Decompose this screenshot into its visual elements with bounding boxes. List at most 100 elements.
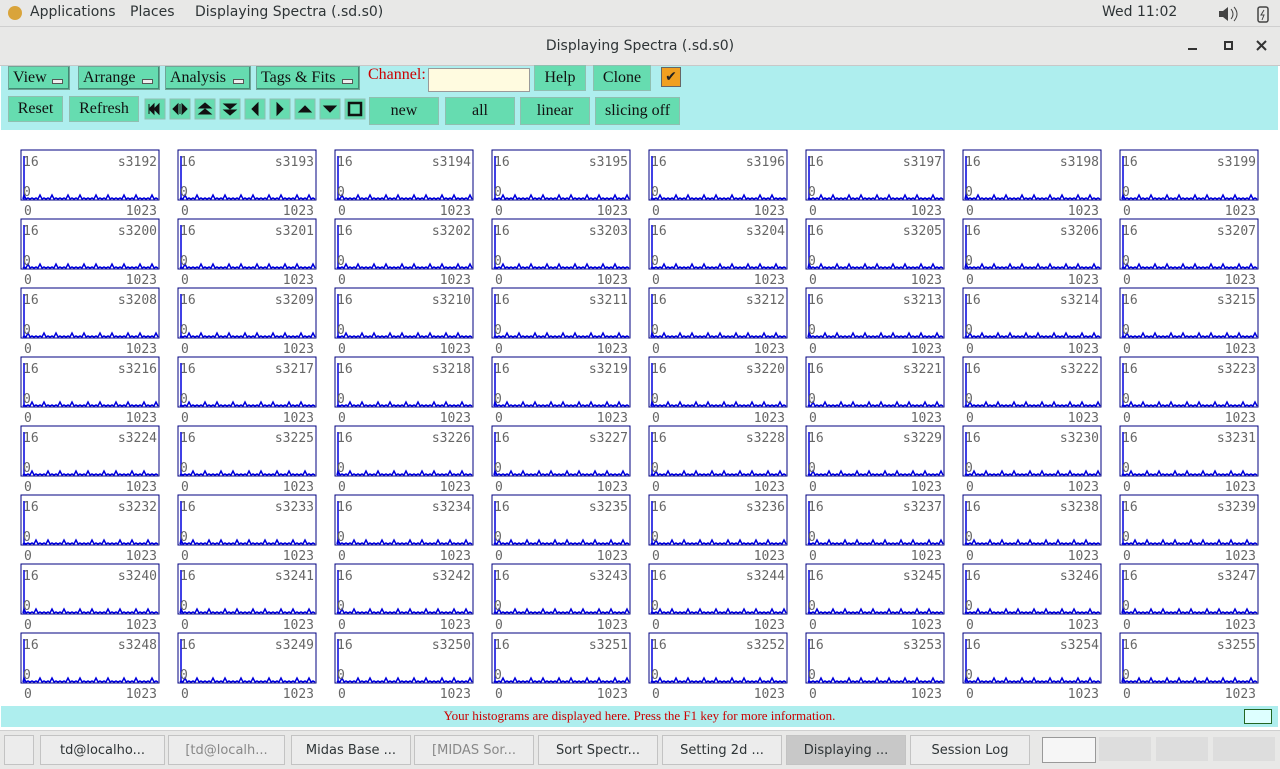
- spectrum-panel[interactable]: 16 s3234 0 0 1023: [334, 494, 474, 564]
- task-button[interactable]: [td@localh...: [168, 735, 285, 765]
- spectrum-panel[interactable]: 16 s3236 0 0 1023: [648, 494, 788, 564]
- spectrum-panel[interactable]: 16 s3247 0 0 1023: [1119, 563, 1259, 633]
- menu-button[interactable]: Analysis: [165, 66, 251, 90]
- spectrum-panel[interactable]: 16 s3233 0 0 1023: [177, 494, 317, 564]
- spectrum-panel[interactable]: 16 s3221 0 0 1023: [805, 356, 945, 426]
- close-button[interactable]: [1256, 40, 1267, 51]
- spectrum-panel[interactable]: 16 s3212 0 0 1023: [648, 287, 788, 357]
- task-button[interactable]: Session Log: [910, 735, 1030, 765]
- spectrum-panel[interactable]: 16 s3222 0 0 1023: [962, 356, 1102, 426]
- spectrum-panel[interactable]: 16 s3238 0 0 1023: [962, 494, 1102, 564]
- spectrum-panel[interactable]: 16 s3204 0 0 1023: [648, 218, 788, 288]
- spectrum-panel[interactable]: 16 s3194 0 0 1023: [334, 149, 474, 219]
- spectrum-panel[interactable]: 16 s3197 0 0 1023: [805, 149, 945, 219]
- task-button[interactable]: Midas Base ...: [291, 735, 411, 765]
- spectrum-panel[interactable]: 16 s3200 0 0 1023: [20, 218, 160, 288]
- spectrum-panel[interactable]: 16 s3199 0 0 1023: [1119, 149, 1259, 219]
- spectrum-panel[interactable]: 16 s3217 0 0 1023: [177, 356, 317, 426]
- button[interactable]: all: [445, 97, 515, 125]
- workspace-1[interactable]: [1042, 737, 1096, 763]
- spectrum-panel[interactable]: 16 s3249 0 0 1023: [177, 632, 317, 702]
- menu-button[interactable]: View: [8, 66, 70, 90]
- task-button[interactable]: [MIDAS Sor...: [414, 735, 534, 765]
- spectrum-panel[interactable]: 16 s3196 0 0 1023: [648, 149, 788, 219]
- spectrum-panel[interactable]: 16 s3245 0 0 1023: [805, 563, 945, 633]
- spectrum-panel[interactable]: 16 s3239 0 0 1023: [1119, 494, 1259, 564]
- spectrum-panel[interactable]: 16 s3208 0 0 1023: [20, 287, 160, 357]
- spectrum-panel[interactable]: 16 s3203 0 0 1023: [491, 218, 631, 288]
- spectrum-panel[interactable]: 16 s3232 0 0 1023: [20, 494, 160, 564]
- spectrum-panel[interactable]: 16 s3205 0 0 1023: [805, 218, 945, 288]
- spectrum-panel[interactable]: 16 s3250 0 0 1023: [334, 632, 474, 702]
- task-button[interactable]: Displaying ...: [786, 735, 906, 765]
- spectrum-panel[interactable]: 16 s3255 0 0 1023: [1119, 632, 1259, 702]
- checkbox[interactable]: ✔: [661, 67, 681, 87]
- menu-button[interactable]: Tags & Fits: [256, 66, 360, 90]
- spectrum-panel[interactable]: 16 s3253 0 0 1023: [805, 632, 945, 702]
- task-button[interactable]: Setting 2d ...: [662, 735, 782, 765]
- spectrum-panel[interactable]: 16 s3207 0 0 1023: [1119, 218, 1259, 288]
- spectrum-panel[interactable]: 16 s3198 0 0 1023: [962, 149, 1102, 219]
- spectrum-panel[interactable]: 16 s3220 0 0 1023: [648, 356, 788, 426]
- task-button[interactable]: td@localho...: [40, 735, 165, 765]
- spectrum-panel[interactable]: 16 s3216 0 0 1023: [20, 356, 160, 426]
- spectrum-panel[interactable]: 16 s3226 0 0 1023: [334, 425, 474, 495]
- top-menu[interactable]: Displaying Spectra (.sd.s0): [195, 4, 384, 20]
- menu-button[interactable]: Arrange: [78, 66, 160, 90]
- button[interactable]: Help: [534, 65, 586, 91]
- spectrum-panel[interactable]: 16 s3211 0 0 1023: [491, 287, 631, 357]
- spectrum-panel[interactable]: 16 s3228 0 0 1023: [648, 425, 788, 495]
- spectrum-panel[interactable]: 16 s3224 0 0 1023: [20, 425, 160, 495]
- maximize-button[interactable]: [1224, 41, 1233, 50]
- spectrum-panel[interactable]: 16 s3215 0 0 1023: [1119, 287, 1259, 357]
- workspace-4[interactable]: [1213, 737, 1275, 761]
- button[interactable]: linear: [520, 97, 590, 125]
- spectrum-panel[interactable]: 16 s3235 0 0 1023: [491, 494, 631, 564]
- spectrum-panel[interactable]: 16 s3213 0 0 1023: [805, 287, 945, 357]
- spectrum-panel[interactable]: 16 s3237 0 0 1023: [805, 494, 945, 564]
- spectrum-panel[interactable]: 16 s3251 0 0 1023: [491, 632, 631, 702]
- spectrum-panel[interactable]: 16 s3210 0 0 1023: [334, 287, 474, 357]
- button[interactable]: Clone: [593, 65, 651, 91]
- spectrum-panel[interactable]: 16 s3248 0 0 1023: [20, 632, 160, 702]
- button[interactable]: Reset: [8, 96, 63, 122]
- spectrum-panel[interactable]: 16 s3201 0 0 1023: [177, 218, 317, 288]
- spectrum-panel[interactable]: 16 s3229 0 0 1023: [805, 425, 945, 495]
- spectrum-panel[interactable]: 16 s3202 0 0 1023: [334, 218, 474, 288]
- spectrum-panel[interactable]: 16 s3242 0 0 1023: [334, 563, 474, 633]
- task-button[interactable]: Sort Spectr...: [538, 735, 658, 765]
- spectrum-panel[interactable]: 16 s3230 0 0 1023: [962, 425, 1102, 495]
- spectrum-panel[interactable]: 16 s3219 0 0 1023: [491, 356, 631, 426]
- button[interactable]: new: [369, 97, 439, 125]
- spectrum-panel[interactable]: 16 s3254 0 0 1023: [962, 632, 1102, 702]
- clock[interactable]: Wed 11:02: [1102, 4, 1178, 20]
- spectrum-panel[interactable]: 16 s3252 0 0 1023: [648, 632, 788, 702]
- spectrum-panel[interactable]: 16 s3195 0 0 1023: [491, 149, 631, 219]
- status-controls[interactable]: [1244, 709, 1272, 724]
- spectrum-panel[interactable]: 16 s3225 0 0 1023: [177, 425, 317, 495]
- spectrum-panel[interactable]: 16 s3240 0 0 1023: [20, 563, 160, 633]
- spectrum-panel[interactable]: 16 s3206 0 0 1023: [962, 218, 1102, 288]
- spectrum-panel[interactable]: 16 s3231 0 0 1023: [1119, 425, 1259, 495]
- spectrum-panel[interactable]: 16 s3243 0 0 1023: [491, 563, 631, 633]
- top-menu[interactable]: Applications: [30, 4, 116, 20]
- spectrum-panel[interactable]: 16 s3214 0 0 1023: [962, 287, 1102, 357]
- spectrum-panel[interactable]: 16 s3244 0 0 1023: [648, 563, 788, 633]
- spectrum-panel[interactable]: 16 s3218 0 0 1023: [334, 356, 474, 426]
- show-desktop[interactable]: [4, 735, 34, 765]
- workspace-3[interactable]: [1156, 737, 1208, 761]
- workspace-2[interactable]: [1099, 737, 1151, 761]
- spectrum-panel[interactable]: 16 s3246 0 0 1023: [962, 563, 1102, 633]
- button[interactable]: Refresh: [69, 96, 139, 122]
- minimize-button[interactable]: [1188, 48, 1197, 50]
- spectrum-panel[interactable]: 16 s3223 0 0 1023: [1119, 356, 1259, 426]
- top-menu[interactable]: Places: [130, 4, 175, 20]
- button[interactable]: slicing off: [595, 97, 680, 125]
- spectrum-panel[interactable]: 16 s3227 0 0 1023: [491, 425, 631, 495]
- spectrum-panel[interactable]: 16 s3193 0 0 1023: [177, 149, 317, 219]
- channel-input[interactable]: [428, 68, 530, 92]
- spectrum-panel[interactable]: 16 s3209 0 0 1023: [177, 287, 317, 357]
- spectrum-panel[interactable]: 16 s3192 0 0 1023: [20, 149, 160, 219]
- spectrum-panel[interactable]: 16 s3241 0 0 1023: [177, 563, 317, 633]
